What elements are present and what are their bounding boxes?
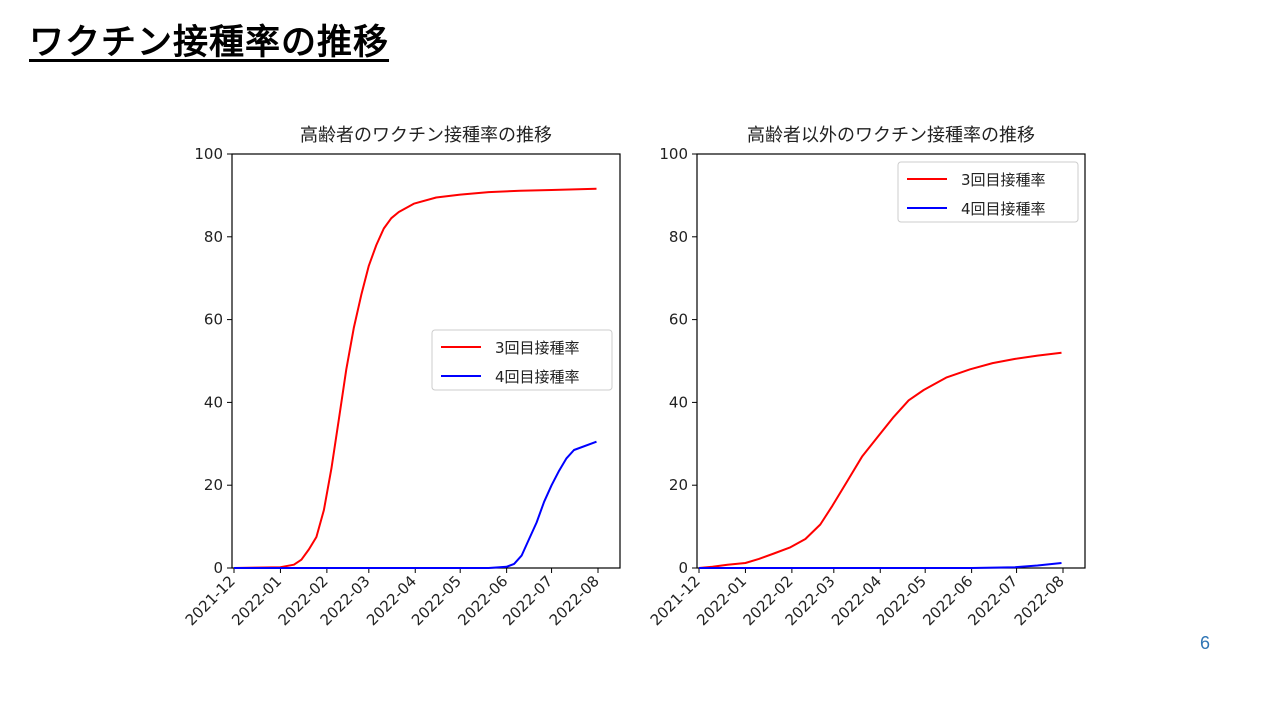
y-tick-label: 60 — [204, 311, 223, 329]
page-number: 6 — [1199, 633, 1210, 653]
x-tick-label: 2022-01 — [693, 572, 750, 629]
x-tick-label: 2022-07 — [964, 572, 1021, 629]
y-tick-label: 80 — [204, 228, 223, 246]
x-tick-label: 2022-08 — [546, 572, 603, 629]
x-tick-label: 2022-01 — [228, 572, 285, 629]
legend-label: 3回目接種率 — [961, 171, 1046, 189]
series-line-1 — [233, 187, 597, 569]
legend: 3回目接種率 4回目接種率 — [431, 329, 613, 391]
y-tick-label: 100 — [659, 145, 688, 163]
y-tick-label: 80 — [669, 228, 688, 246]
chart-title: 高齢者のワクチン接種率の推移 — [300, 125, 552, 146]
series-line-2 — [699, 562, 1062, 569]
legend-label: 3回目接種率 — [495, 339, 580, 357]
x-tick-label: 2022-08 — [1011, 572, 1068, 629]
y-tick-label: 40 — [669, 393, 688, 411]
chart-panel-1: 高齢者のワクチン接種率の推移 0 20 40 60 80 100 2021-122022-01… — [182, 125, 621, 629]
legend-label: 4回目接種率 — [961, 200, 1046, 218]
x-tick-label: 2021-12 — [182, 572, 239, 629]
y-tick-label: 100 — [194, 145, 223, 163]
y-tick-label: 20 — [204, 476, 223, 494]
chart-title: 高齢者以外のワクチン接種率の推移 — [747, 125, 1035, 146]
x-tick-label: 2022-05 — [873, 572, 930, 629]
y-tick-label: 60 — [669, 311, 688, 329]
series-line-1 — [698, 351, 1062, 569]
legend: 3回目接種率 4回目接種率 — [897, 161, 1079, 223]
y-tick-label: 0 — [213, 559, 223, 577]
x-tick-label: 2022-07 — [499, 572, 556, 629]
x-tick-label: 2021-12 — [647, 572, 704, 629]
chart-panel-2: 高齢者以外のワクチン接種率の推移0204060801002021-122022-… — [647, 125, 1086, 629]
legend-label: 4回目接種率 — [495, 368, 580, 386]
y-tick-label: 40 — [204, 393, 223, 411]
y-tick-label: 20 — [669, 476, 688, 494]
x-tick-label: 2022-05 — [408, 572, 465, 629]
y-tick-label: 0 — [678, 559, 688, 577]
series-line-2 — [234, 440, 597, 569]
slide-title: ワクチン接種率の推移 — [29, 23, 390, 63]
